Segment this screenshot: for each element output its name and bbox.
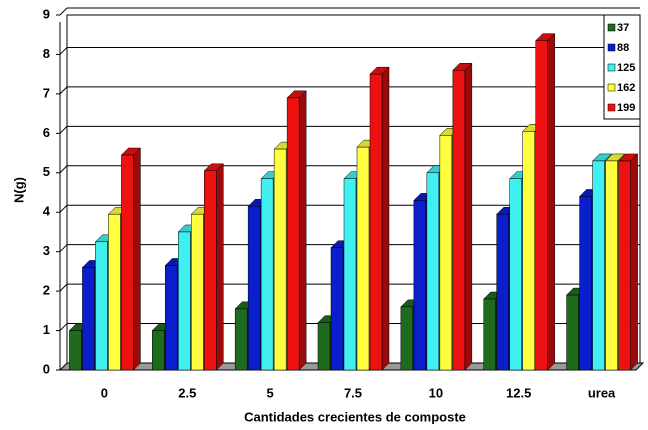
bar-top-shade — [121, 148, 141, 156]
y-tick-label: 3 — [43, 243, 50, 258]
y-tick-label: 9 — [43, 6, 50, 21]
bar — [330, 247, 344, 371]
grid-diag — [59, 204, 68, 213]
x-tick-label: urea — [588, 385, 616, 400]
legend-swatch — [607, 23, 616, 32]
y-tick-label: 8 — [43, 46, 50, 61]
grid-diag — [59, 283, 68, 292]
bar — [178, 231, 191, 371]
bar — [496, 213, 509, 371]
bar — [95, 241, 108, 371]
x-tick-label: 2.5 — [178, 385, 196, 400]
bar-top-shade — [535, 33, 555, 41]
grid-diag — [59, 165, 68, 174]
grid-diag — [59, 86, 68, 95]
x-tick-label: 10 — [429, 385, 443, 400]
bar — [592, 160, 605, 371]
bar — [400, 306, 414, 371]
legend-swatch — [607, 43, 616, 52]
bar — [152, 330, 165, 371]
bar — [165, 265, 178, 371]
y-tick-label: 0 — [43, 361, 50, 376]
bar — [413, 200, 427, 371]
y-tick-label: 5 — [43, 164, 50, 179]
bar — [234, 308, 248, 371]
bar — [483, 298, 496, 371]
legend-label: 125 — [617, 62, 635, 74]
legend-label: 162 — [617, 82, 635, 94]
bar-side-shade — [299, 90, 307, 370]
bar-top-shade — [618, 153, 638, 161]
bar — [260, 178, 274, 371]
legend-swatch — [607, 83, 616, 92]
bar — [247, 206, 261, 371]
bar-side-shade — [382, 67, 389, 371]
y-tick-label: 4 — [43, 204, 51, 219]
bar-top-shade — [287, 90, 307, 98]
x-tick-label: 0 — [101, 385, 108, 400]
bar — [82, 267, 95, 371]
legend-label: 88 — [617, 42, 629, 54]
bar — [369, 73, 383, 371]
bar-top-shade — [592, 153, 612, 161]
bar — [356, 146, 370, 371]
bar — [452, 69, 466, 371]
grid-diag — [59, 244, 68, 253]
bar — [317, 322, 331, 371]
y-tick-label: 7 — [43, 85, 50, 100]
x-axis-title: Cantidades crecientes de composte — [244, 409, 466, 424]
grid-diag — [59, 47, 68, 55]
bar — [566, 294, 579, 371]
bar-side-shade — [216, 163, 224, 370]
bar — [426, 172, 440, 371]
y-tick-label: 6 — [43, 125, 50, 140]
bar — [286, 97, 300, 371]
bar — [535, 40, 548, 371]
x-tick-label: 5 — [267, 385, 274, 400]
bar — [618, 160, 631, 371]
bar — [605, 160, 618, 371]
legend: 37 88 125 162 199 — [603, 14, 641, 120]
grid-diag — [59, 125, 68, 134]
grid-diag — [59, 7, 68, 16]
bar-side-shade — [464, 63, 472, 370]
bar — [69, 330, 82, 371]
bar — [273, 148, 287, 371]
bar-side-shade — [133, 148, 141, 370]
legend-label: 199 — [617, 102, 635, 114]
bar-top-shade — [452, 63, 472, 71]
bar — [579, 196, 592, 371]
grid-diag — [59, 323, 68, 331]
y-tick-label: 2 — [43, 283, 50, 298]
bar-side-shade — [547, 33, 555, 371]
bar-top-shade — [204, 163, 224, 171]
bar — [204, 170, 217, 371]
y-axis-title: N(g) — [11, 177, 26, 203]
bar — [191, 213, 204, 371]
bar — [121, 154, 134, 371]
legend-swatch — [607, 63, 616, 72]
bar — [509, 178, 522, 371]
bar — [108, 213, 121, 371]
bar-side-shade — [630, 153, 638, 370]
y-tick-label: 1 — [43, 322, 50, 337]
legend-swatch — [607, 103, 616, 112]
bar — [439, 135, 453, 371]
bar-top-shade — [605, 153, 625, 161]
legend-label: 37 — [617, 22, 629, 34]
bar — [343, 178, 357, 371]
x-tick-label: 12.5 — [506, 385, 531, 400]
bar-top-shade — [370, 67, 389, 75]
bar — [522, 131, 535, 371]
x-tick-label: 7.5 — [344, 385, 362, 400]
